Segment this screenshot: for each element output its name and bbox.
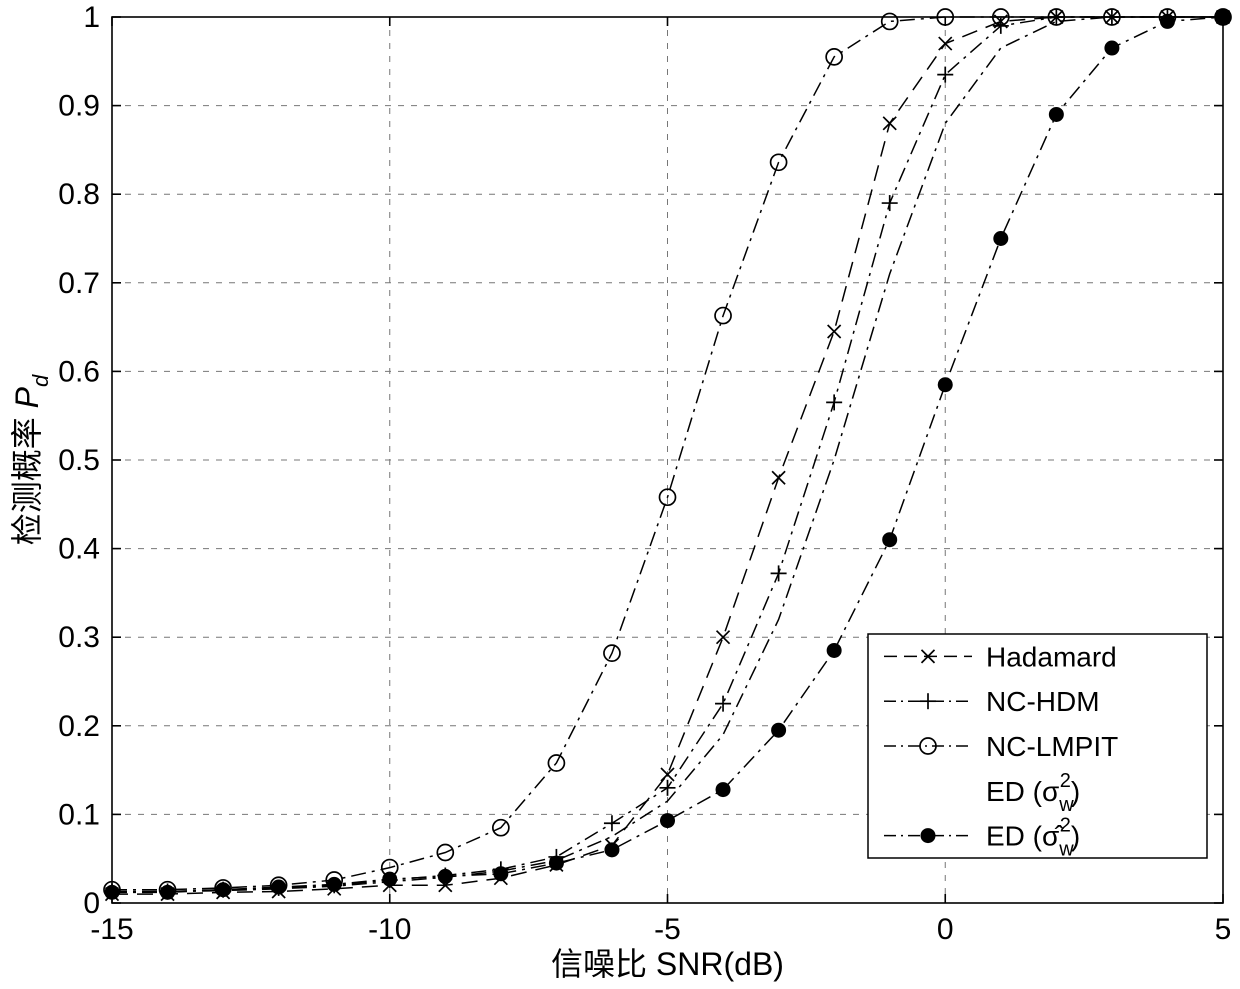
legend-label: NC-HDM [986,686,1100,717]
y-tick-labels: 0 0.1 0.2 0.3 0.4 0.5 0.6 0.7 0.8 0.9 1 [58,1,100,920]
legend-entry-ed-sigma-hat-w-2: ED (σ̂w2) [884,815,1080,861]
y-axis-label: 检测概率 Pd [9,374,53,545]
svg-text:0: 0 [937,913,954,946]
series-ed-sigma-hat-w-2 [104,9,1231,900]
svg-text:0.1: 0.1 [58,798,100,831]
svg-text:0.7: 0.7 [58,267,100,300]
axis-ticks [111,16,1224,904]
svg-text:0: 0 [83,887,100,920]
legend-entry-nc-lmpit: NC-LMPIT [884,731,1118,762]
svg-text:0.3: 0.3 [58,621,100,654]
legend-box [867,633,1208,859]
legend-entry-nc-hdm: NC-HDM [884,686,1100,717]
svg-text:-10: -10 [368,913,411,946]
series-line [112,16,1223,891]
x-axis-label: 信噪比 SNR(dB) [551,946,784,982]
legend-label: NC-LMPIT [986,731,1118,762]
legend: Hadamard NC-HDM NC-LMPIT ED (σw2)ED (σ̂w2) [867,633,1208,861]
legend-label: ED (σ̂w2) [986,815,1080,861]
svg-text:5: 5 [1215,913,1232,946]
svg-text:-15: -15 [90,913,133,946]
svg-text:0.4: 0.4 [58,533,100,566]
svg-text:0.2: 0.2 [58,710,100,743]
legend-entry-hadamard: Hadamard [884,641,1117,672]
series-line [111,16,1223,894]
legend-label: ED (σw2) [986,770,1080,816]
x-tick-labels: -15 -10 -5 0 5 [90,913,1231,946]
svg-text:0.9: 0.9 [58,90,100,123]
series-line [112,16,1223,895]
svg-text:0.6: 0.6 [58,355,100,388]
svg-text:0.8: 0.8 [58,178,100,211]
svg-text:-5: -5 [654,913,681,946]
svg-text:1: 1 [83,1,100,34]
svg-text:0.5: 0.5 [58,444,100,477]
series-line [112,16,1224,894]
legend-label: Hadamard [986,641,1117,672]
series-ed-sigma-w-2 [111,16,1223,894]
legend-entry-ed-sigma-w-2: ED (σw2) [986,770,1080,816]
